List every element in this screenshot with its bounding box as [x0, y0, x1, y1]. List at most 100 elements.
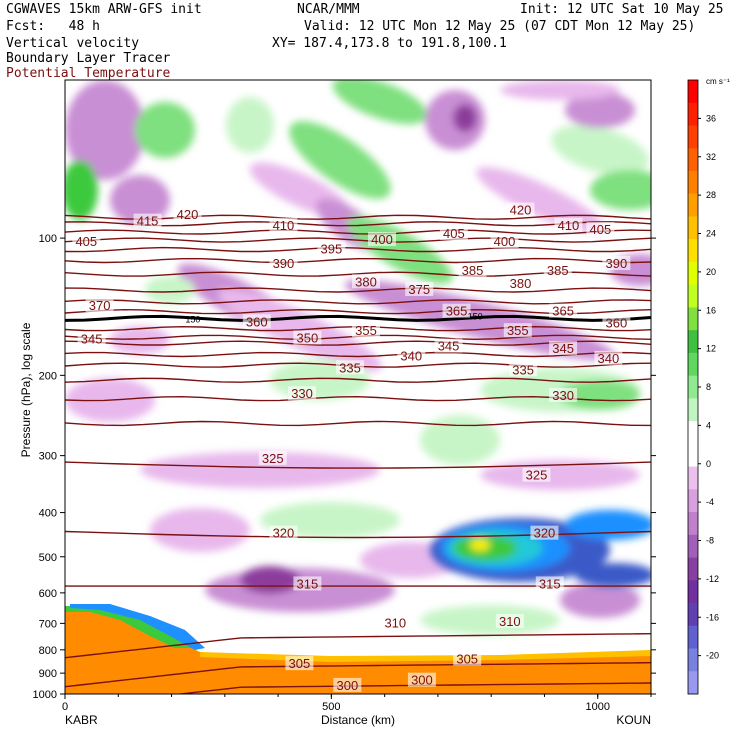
theta-label: 360 — [606, 316, 628, 331]
colorbar-tick-label: 16 — [706, 305, 716, 315]
theta-label-bg — [285, 656, 314, 671]
theta-label-bg — [397, 348, 426, 363]
theta-label-bg — [549, 340, 578, 355]
theta-label: 405 — [75, 234, 97, 249]
theta-label-bg — [442, 303, 471, 318]
theta-label: 340 — [598, 351, 620, 366]
theta-label: 315 — [297, 576, 319, 591]
colorbar-tick-label: -12 — [706, 574, 719, 584]
theta-contour-line — [65, 237, 651, 243]
colorbar-swatch — [688, 671, 698, 695]
header-field-2: Boundary Layer Tracer — [6, 51, 171, 66]
theta-label: 355 — [507, 323, 529, 338]
theta-label: 380 — [355, 274, 377, 289]
theta-label-bg — [602, 315, 631, 330]
theta-label: 385 — [547, 263, 569, 278]
y-tick-label: 900 — [39, 668, 57, 680]
colorbar-swatch — [688, 580, 698, 604]
theta-label-bg — [242, 314, 271, 329]
theta-label: 335 — [339, 360, 361, 375]
colorbar-tick-label: 28 — [706, 190, 716, 200]
theta-label: 385 — [462, 263, 484, 278]
theta-label-bg — [269, 256, 298, 271]
theta-label-bg — [351, 274, 380, 289]
theta-contour-line — [65, 287, 651, 293]
header-model: CGWAVES 15km ARW-GFS init — [6, 2, 202, 17]
theta-label: 310 — [384, 615, 406, 630]
colorbar-tick-label: 24 — [706, 229, 716, 239]
theta-label: 410 — [273, 218, 295, 233]
theta-label-bg — [453, 651, 482, 666]
colorbar-tick-label: 0 — [706, 459, 711, 469]
theta-contour-line — [65, 461, 651, 469]
theta-label-bg — [85, 298, 114, 313]
theta-label: 330 — [552, 388, 574, 403]
theta-contour-line — [65, 351, 651, 358]
theta-label: 420 — [510, 203, 532, 218]
theta-label: 405 — [443, 226, 465, 241]
theta-label: 415 — [137, 214, 159, 229]
colorbar-tick-label: 20 — [706, 267, 716, 277]
theta-label: 355 — [355, 323, 377, 338]
theta-label-bg — [549, 303, 578, 318]
x-tick-label: 0 — [62, 701, 68, 713]
theta-label-bg — [258, 450, 287, 465]
colorbar-swatch — [688, 239, 698, 263]
theta-label-bg — [522, 467, 551, 482]
theta-label-bg — [72, 234, 101, 249]
theta-label-bg — [269, 525, 298, 540]
theta-label: 365 — [446, 304, 468, 319]
theta-label-bg — [288, 386, 317, 401]
theta-label-bg — [503, 323, 532, 338]
theta-label: 315 — [539, 576, 561, 591]
y-tick-label: 500 — [39, 552, 57, 564]
theta-label-bg — [458, 262, 487, 277]
theta-label-bg — [367, 232, 396, 247]
theta-label: 320 — [534, 526, 556, 541]
theta-label-bg — [506, 202, 535, 217]
colorbar-tick-label: 36 — [706, 113, 716, 123]
theta-label: 300 — [336, 678, 358, 693]
theta-label: 325 — [526, 468, 548, 483]
y-tick-label: 400 — [39, 508, 57, 520]
theta-contour-line — [65, 420, 651, 427]
colorbar-units: cm s⁻¹ — [706, 77, 730, 86]
theta-label-bg — [381, 615, 410, 630]
theta-label-bg — [594, 350, 623, 365]
y-tick-label: 600 — [39, 588, 57, 600]
tropopause-label: 150 — [185, 314, 200, 324]
theta-label: 330 — [291, 386, 313, 401]
theta-label-bg — [495, 613, 524, 628]
colorbar-swatch — [688, 80, 698, 104]
colorbar-tick-label: 32 — [706, 152, 716, 162]
theta-label-bg — [173, 207, 202, 222]
colorbar-swatch — [688, 625, 698, 650]
theta-label-bg — [439, 226, 468, 241]
plot-frame — [64, 79, 652, 695]
theta-label: 310 — [499, 614, 521, 629]
theta-label: 390 — [606, 256, 628, 271]
colorbar-swatch — [688, 398, 698, 422]
colorbar-swatch — [688, 443, 698, 468]
colorbar-tick-label: -20 — [706, 651, 719, 661]
colorbar-tick-label: -4 — [706, 497, 714, 507]
potential-temperature-contours — [65, 214, 651, 694]
theta-label-bg — [434, 338, 463, 353]
y-tick-label: 300 — [39, 451, 57, 463]
colorbar-swatch — [688, 148, 698, 172]
colorbar-tick-label: 4 — [706, 420, 711, 430]
colorbar-swatch — [688, 603, 698, 627]
theta-label: 420 — [177, 207, 199, 222]
theta-label: 345 — [552, 341, 574, 356]
theta-label-bg — [405, 282, 434, 297]
theta-label-bg — [602, 256, 631, 271]
theta-label: 370 — [89, 298, 111, 313]
header-valid: Valid: 12 UTC Mon 12 May 25 (07 CDT Mon … — [304, 19, 696, 34]
theta-label: 350 — [297, 330, 319, 345]
colorbar-swatch — [688, 125, 698, 149]
colorbar-tick-label: -16 — [706, 612, 719, 622]
colorbar-swatch — [688, 284, 698, 308]
theta-contour-line — [65, 377, 651, 383]
theta-contour-line — [65, 257, 651, 264]
x-tick-label: 1000 — [585, 701, 609, 713]
